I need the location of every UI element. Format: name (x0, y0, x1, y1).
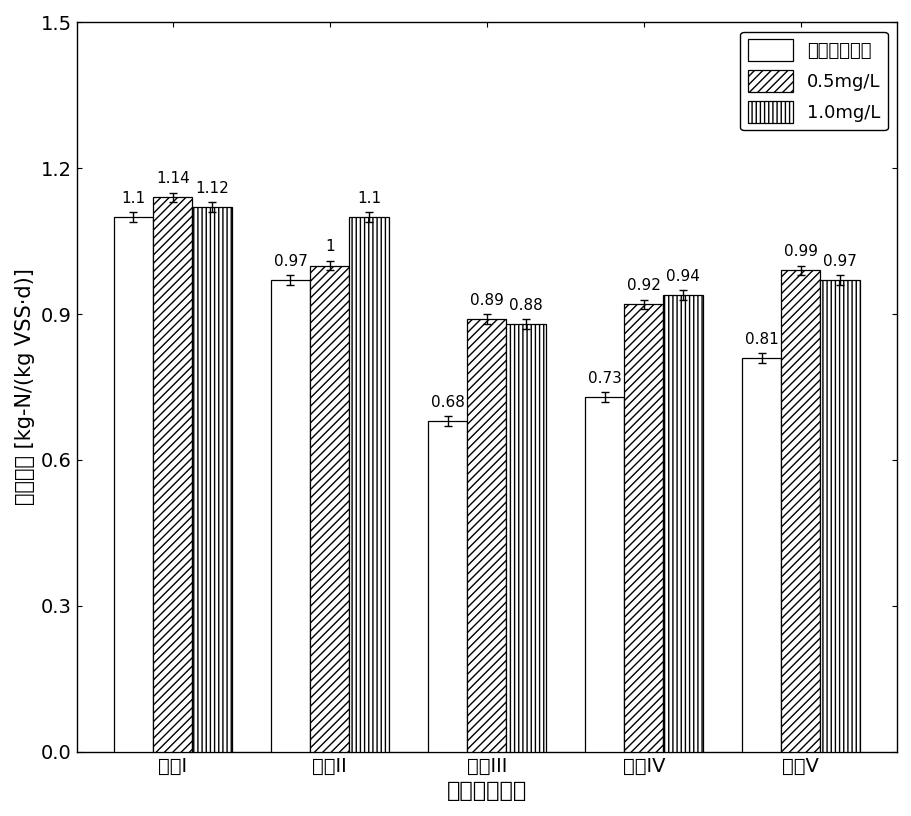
Text: 0.97: 0.97 (273, 254, 307, 269)
Text: 0.68: 0.68 (430, 395, 464, 410)
Bar (427, 421, 466, 752)
Bar (349, 217, 388, 752)
Bar (310, 265, 349, 752)
Bar (114, 217, 153, 752)
Bar (742, 358, 781, 752)
Text: 1.1: 1.1 (356, 191, 381, 206)
Bar (584, 397, 623, 752)
Text: 0.88: 0.88 (508, 298, 542, 313)
Bar (153, 197, 192, 752)
Y-axis label: 颟粒活性 [kg-N/(kg VSS·d)]: 颟粒活性 [kg-N/(kg VSS·d)] (15, 268, 35, 505)
Bar (662, 295, 701, 752)
Bar (466, 319, 506, 752)
Text: 1.12: 1.12 (195, 181, 229, 196)
Bar (506, 324, 545, 752)
Text: 0.81: 0.81 (744, 331, 778, 347)
Text: 0.94: 0.94 (665, 268, 700, 283)
Legend: 未添加抑制剂, 0.5mg/L, 1.0mg/L: 未添加抑制剂, 0.5mg/L, 1.0mg/L (740, 32, 887, 130)
Text: 0.92: 0.92 (626, 278, 660, 293)
X-axis label: 不同运行阶段: 不同运行阶段 (446, 781, 527, 801)
Text: 0.73: 0.73 (587, 370, 620, 386)
Bar (192, 207, 231, 752)
Bar (271, 280, 310, 752)
Text: 0.99: 0.99 (783, 244, 817, 259)
Text: 0.89: 0.89 (469, 293, 503, 308)
Text: 1: 1 (324, 239, 334, 255)
Bar (820, 280, 859, 752)
Text: 1.14: 1.14 (156, 171, 189, 186)
Bar (781, 270, 820, 752)
Bar (623, 304, 662, 752)
Text: 0.97: 0.97 (823, 254, 856, 269)
Text: 1.1: 1.1 (121, 191, 146, 206)
